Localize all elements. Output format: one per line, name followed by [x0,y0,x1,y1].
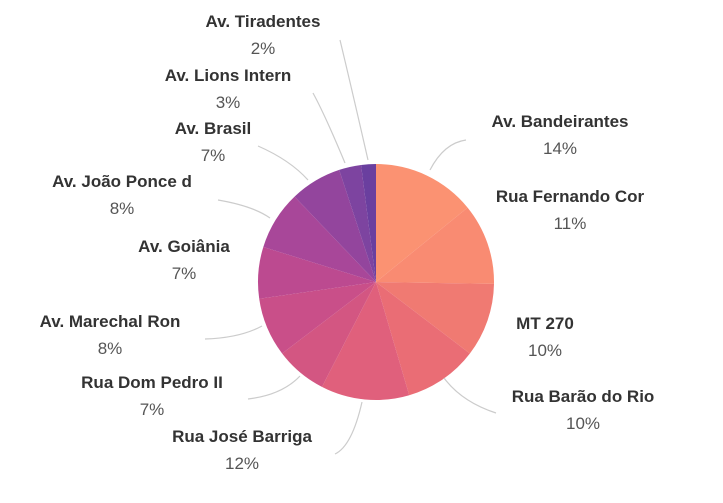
leader-line [443,377,497,414]
slice-percent-label: 3% [216,93,241,112]
slice-label: Av. Goiânia [138,237,230,256]
slice-label: Rua Dom Pedro II [81,373,223,392]
leader-line [204,325,263,340]
pie-slice[interactable] [259,282,376,354]
slice-label: MT 270 [516,314,574,333]
slice-label: Rua Fernando Cor [496,187,645,206]
slice-percent-label: 7% [172,264,197,283]
slice-label: Av. Lions Intern [165,66,292,85]
slice-label: Rua Barão do Rio [512,387,655,406]
slice-label: Av. Marechal Ron [40,312,181,331]
pie-slice[interactable] [376,207,495,284]
slice-percent-label: 12% [225,454,259,473]
slice-percent-label: 10% [566,414,600,433]
pie-slice[interactable] [361,164,376,282]
pie-slice[interactable] [376,164,468,282]
slice-percent-label: 14% [543,139,577,158]
pie-slice[interactable] [376,282,494,354]
leader-line [312,92,346,164]
slice-percent-label: 8% [98,339,123,358]
leader-line [247,375,301,400]
pie-slice[interactable] [263,196,376,282]
pie-slice[interactable] [294,169,376,282]
slice-percent-label: 10% [528,341,562,360]
pie-slice[interactable] [282,282,376,387]
leader-line [334,401,363,455]
slice-percent-label: 2% [251,39,276,58]
leader-line [257,145,309,181]
slice-percent-label: 7% [140,400,165,419]
slice-percent-label: 8% [110,199,135,218]
slice-label: Av. Bandeirantes [492,112,629,131]
slice-percent-label: 11% [554,214,587,233]
leader-line [429,139,467,171]
slice-labels: Av. Bandeirantes 14% Rua Fernando Cor 11% MT… [40,12,655,473]
slice-label: Av. Brasil [175,119,252,138]
leader-line [339,39,369,161]
slice-label: Rua José Barriga [172,427,312,446]
pie-slice[interactable] [339,164,376,282]
slice-label: Av. João Ponce d [52,172,192,191]
leader-lines [204,39,497,455]
slice-label: Av. Tiradentes [206,12,321,31]
pie-slice[interactable] [376,282,470,396]
slice-percent-label: 7% [201,146,226,165]
pie-slice[interactable] [257,246,376,299]
pie-slices [257,164,495,400]
leader-line [217,199,271,219]
pie-slice[interactable] [321,282,410,400]
